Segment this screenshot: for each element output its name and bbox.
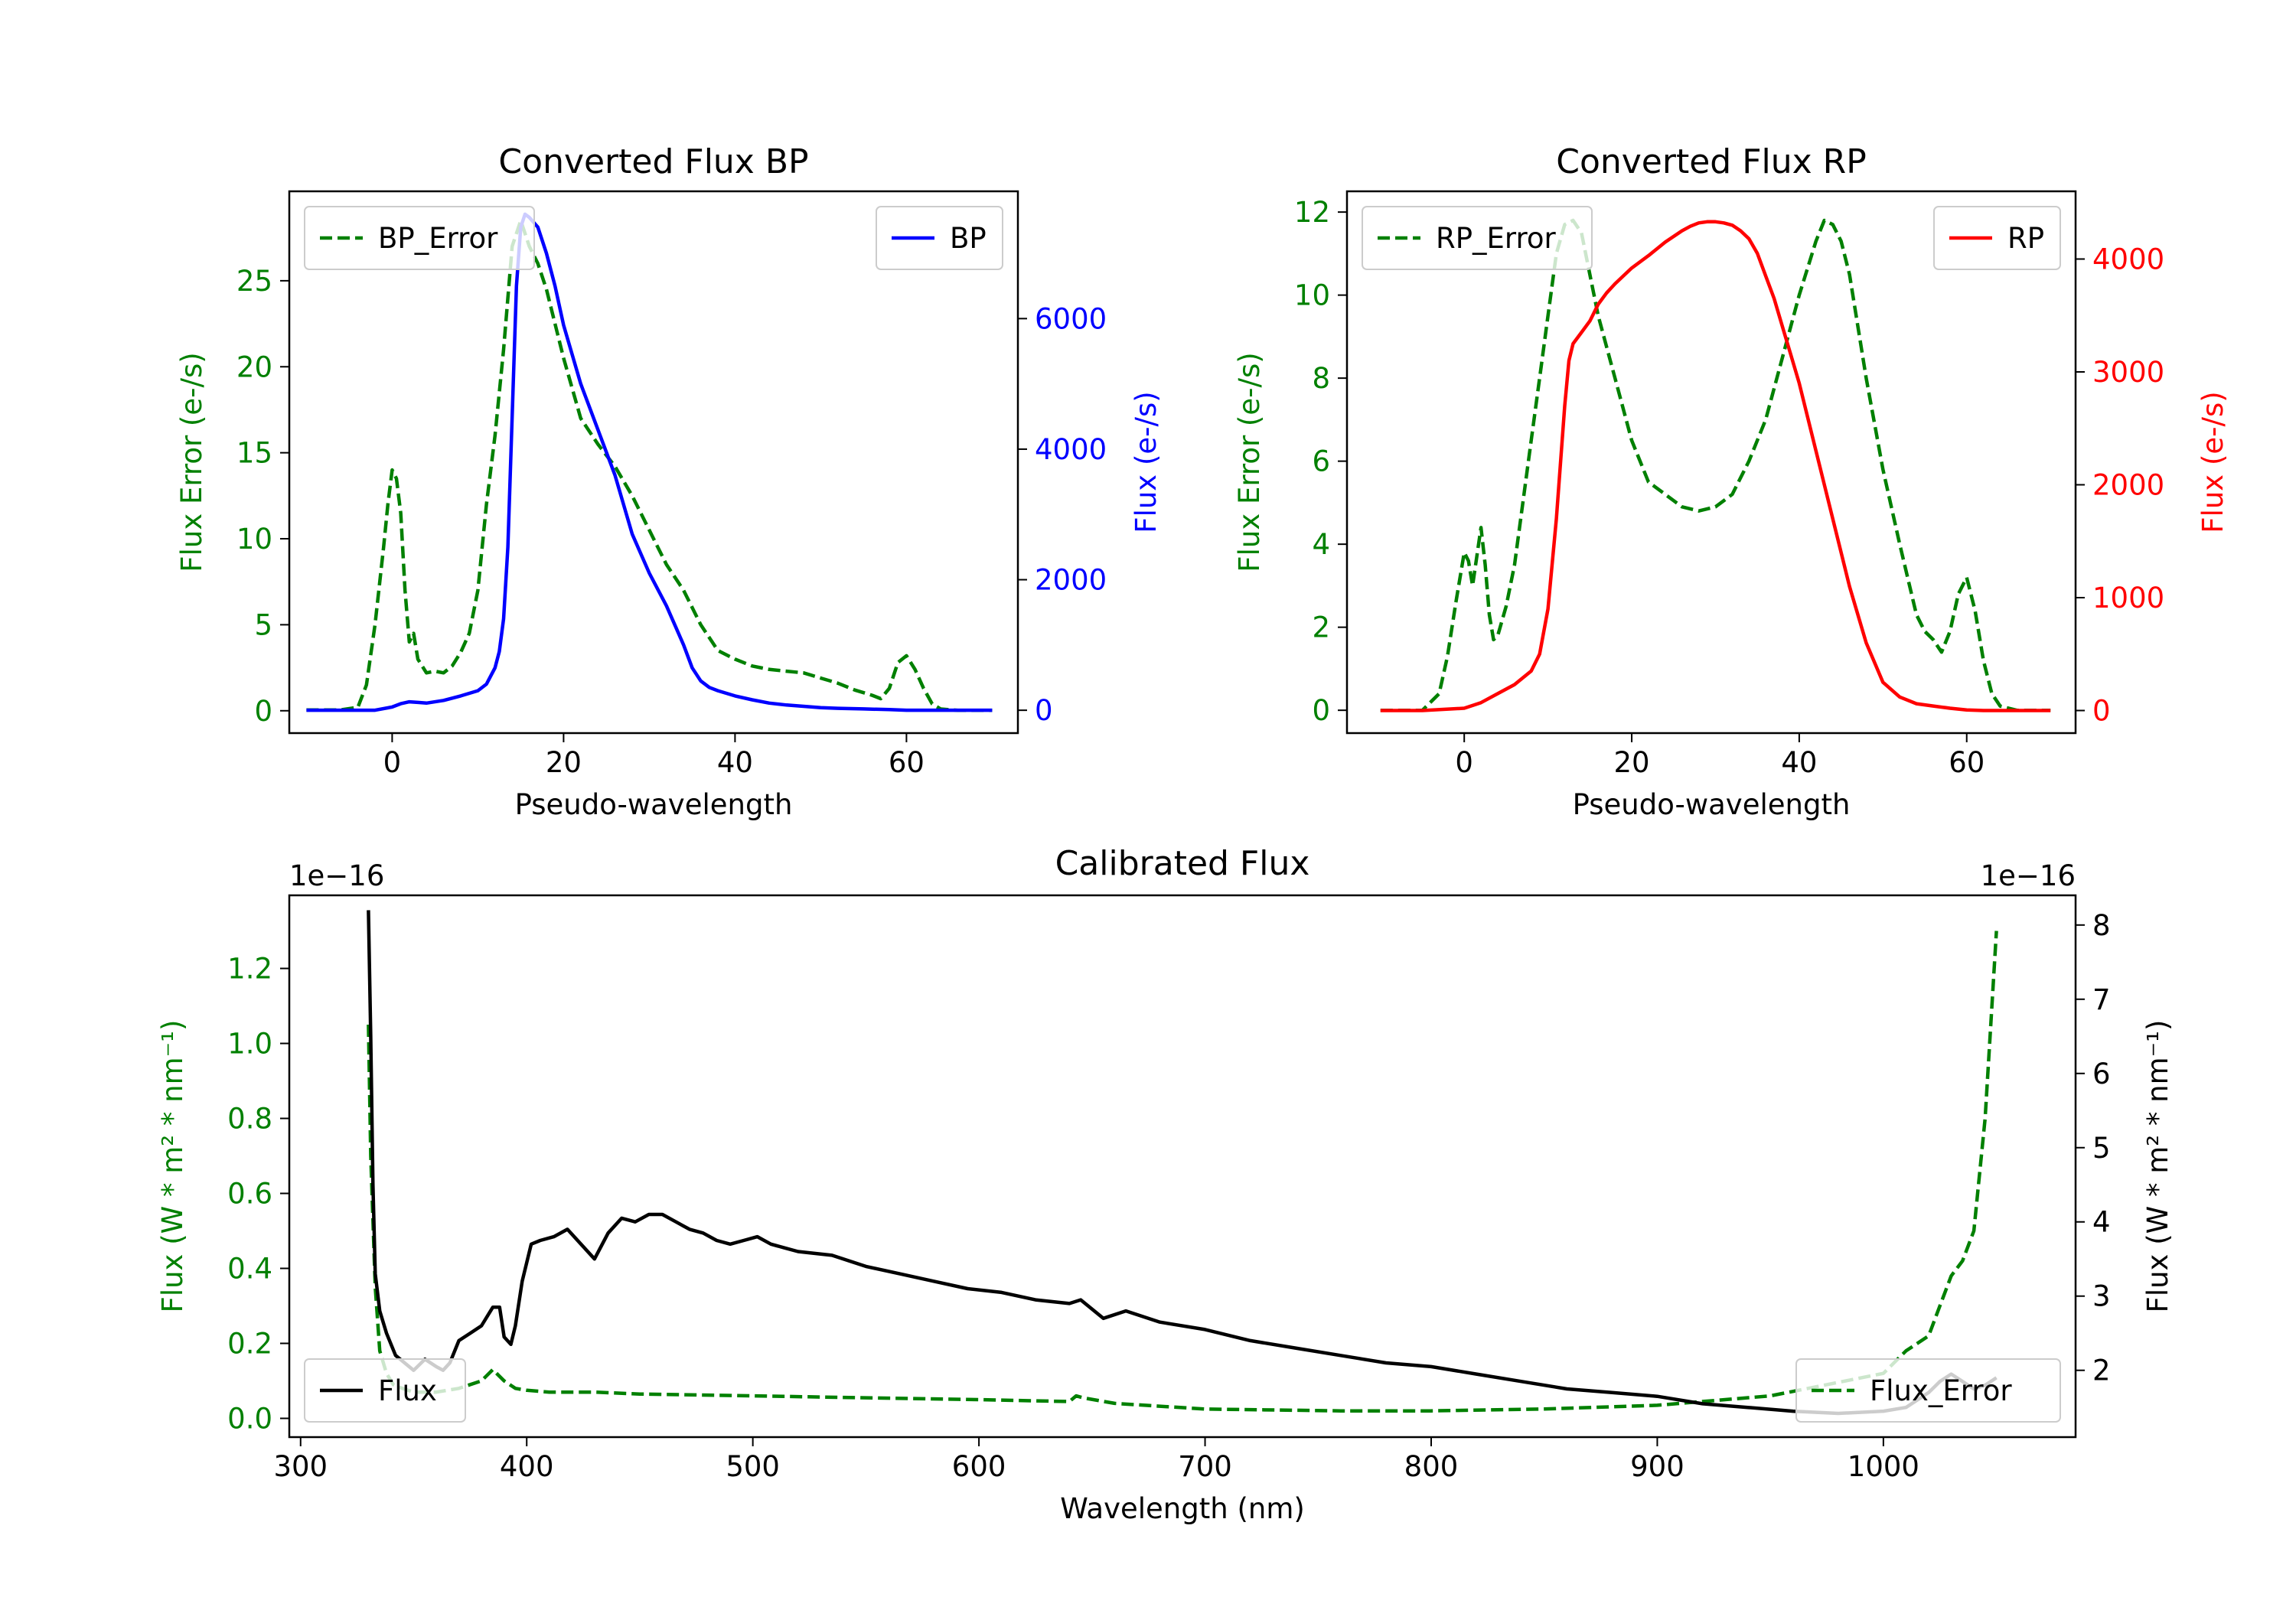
legend-box (1933, 206, 2061, 270)
legend-box (1362, 206, 1593, 270)
calibrated-y-left-tick-label: 0.0 (227, 1403, 272, 1436)
chart-bp: Converted Flux BP 0 20 40 60 Pseudo-wavelengt… (175, 142, 1163, 821)
calibrated-y-left-tick-label: 1.0 (227, 1028, 272, 1061)
rp-x-tick-label: 60 (1949, 746, 1985, 779)
calibrated-y-left-axis-label: Flux (W * m² * nm⁻¹) (156, 1020, 189, 1313)
calibrated-y-left-tick-label: 1.2 (227, 953, 272, 986)
chart-rp: Converted Flux RP0 20 40 60Pseudo-wavelengt… (1233, 142, 2229, 821)
bp-x-tick-label: 40 (717, 746, 753, 779)
legend-box (1795, 1358, 2061, 1423)
calibrated-y-right-tick-label: 2 (2092, 1354, 2111, 1387)
calibrated-y-left-tick-label: 0.8 (227, 1103, 272, 1136)
rp-y-right-axis-label: Flux (e-/s) (2197, 391, 2229, 533)
bp-y-left-tick-label: 0 (254, 695, 272, 728)
calibrated-title: Calibrated Flux (1055, 844, 1310, 883)
rp-title: Converted Flux RP (1556, 142, 1867, 181)
rp-y-right-tick-label: 1000 (2092, 582, 2164, 614)
rp-y-left-axis-label: Flux Error (e-/s) (1233, 352, 1266, 572)
rp-y-left-tick-label: 0 (1312, 694, 1330, 727)
bp-y-right-axis-label: Flux (e-/s) (1130, 391, 1163, 533)
bp-y-right-tick-label: 4000 (1035, 433, 1107, 466)
calibrated-x-tick-label: 700 (1178, 1450, 1232, 1483)
bp-legend-bp-error: BP_Error (304, 206, 535, 270)
calibrated-legend-flux-error: Flux_Error (1795, 1358, 2061, 1423)
rp-y-right-tick-label: 2000 (2092, 469, 2164, 502)
bp-x-tick-label: 20 (546, 746, 582, 779)
bp-y-right-tick-label: 6000 (1035, 302, 1107, 335)
calibrated-y-right-tick-label: 8 (2092, 909, 2111, 942)
rp-x-axis-label: Pseudo-wavelength (1573, 788, 1851, 821)
rp-y-left-tick-label: 2 (1312, 611, 1330, 644)
bp-series-bp-error-line (306, 218, 993, 712)
calibrated-x-tick-label: 800 (1404, 1450, 1459, 1483)
rp-plot-area (1380, 218, 2051, 712)
calibrated-y-left-tick-label: 0.2 (227, 1328, 272, 1361)
calibrated-x-tick-label: 900 (1630, 1450, 1684, 1483)
legend-label: RP (2007, 222, 2044, 255)
calibrated-series-flux-line (367, 910, 1998, 1416)
calibrated-y-left-tick-label: 0.6 (227, 1178, 272, 1211)
rp-y-right-tick-label: 0 (2092, 695, 2111, 728)
calibrated-y-right-tick-label: 7 (2092, 983, 2111, 1016)
calibrated-legend-flux: Flux (304, 1358, 466, 1423)
bp-legend-bp: BP (876, 206, 1003, 270)
legend-label: RP_Error (1436, 222, 1556, 255)
calibrated-x-tick-label: 300 (273, 1450, 328, 1483)
legend-label: BP (950, 222, 987, 255)
calibrated-y-right-tick-label: 4 (2092, 1206, 2111, 1239)
bp-y-left-tick-label: 20 (236, 350, 272, 383)
calibrated-y-left-tick-label: 0.4 (227, 1253, 272, 1286)
bp-axes-frame (288, 190, 1019, 735)
calibrated-y-right-axis-label: Flux (W * m² * nm⁻¹) (2141, 1020, 2174, 1313)
bp-title: Converted Flux BP (498, 142, 808, 181)
calibrated-y-right-offset-label: 1e−16 (1981, 859, 2076, 892)
calibrated-y-left-offset-label: 1e−16 (289, 859, 384, 892)
calibrated-x-tick-label: 400 (500, 1450, 554, 1483)
rp-x-tick-label: 20 (1613, 746, 1649, 779)
rp-series-rp-error-line (1380, 218, 2051, 712)
legend-box (876, 206, 1003, 270)
bp-y-left-tick-label: 5 (254, 608, 272, 641)
bp-x-axis-label: Pseudo-wavelength (515, 788, 793, 821)
bp-y-left-axis-label: Flux Error (e-/s) (175, 352, 208, 572)
calibrated-y-right-tick-label: 5 (2092, 1132, 2111, 1165)
legend-box (304, 206, 535, 270)
rp-axes-frame (1345, 190, 2077, 735)
rp-legend-rp: RP (1933, 206, 2061, 270)
calibrated-x-tick-label: 500 (726, 1450, 780, 1483)
rp-y-left-tick-label: 8 (1312, 362, 1330, 395)
bp-series-bp-line (306, 212, 993, 712)
bp-plot-area (306, 212, 993, 712)
rp-y-right-tick-label: 3000 (2092, 356, 2164, 389)
legend-box (304, 1358, 466, 1423)
calibrated-axes-frame (288, 894, 2077, 1439)
legend-label: Flux_Error (1870, 1374, 2012, 1407)
calibrated-x-tick-label: 1000 (1848, 1450, 1919, 1483)
calibrated-x-tick-label: 600 (952, 1450, 1006, 1483)
rp-y-right-tick-label: 4000 (2092, 243, 2164, 276)
bp-y-left-tick-label: 25 (236, 265, 272, 298)
bp-y-right-tick-label: 0 (1035, 694, 1053, 727)
calibrated-x-axis-label: Wavelength (nm) (1060, 1492, 1305, 1525)
rp-y-left-tick-label: 4 (1312, 528, 1330, 561)
rp-y-left-tick-label: 10 (1294, 279, 1330, 312)
chart-calibrated: Calibrated Flux 300 400 500 600 700 800 900 1000… (156, 844, 2174, 1525)
rp-y-left-tick-label: 12 (1294, 196, 1330, 229)
legend-label: BP_Error (378, 222, 498, 255)
bp-y-left-tick-label: 15 (236, 437, 272, 470)
bp-y-right-tick-label: 2000 (1035, 564, 1107, 597)
rp-x-tick-label: 0 (1455, 746, 1473, 779)
bp-x-tick-label: 0 (383, 746, 402, 779)
calibrated-y-right-tick-label: 3 (2092, 1280, 2111, 1313)
rp-legend-rp-error: RP_Error (1362, 206, 1593, 270)
bp-x-tick-label: 60 (889, 746, 925, 779)
rp-y-left-tick-label: 6 (1312, 445, 1330, 478)
bp-y-left-tick-label: 10 (236, 523, 272, 556)
rp-series-rp-line (1380, 220, 2051, 712)
legend-label: Flux (378, 1374, 437, 1407)
calibrated-y-right-tick-label: 6 (2092, 1058, 2111, 1090)
rp-x-tick-label: 40 (1781, 746, 1817, 779)
